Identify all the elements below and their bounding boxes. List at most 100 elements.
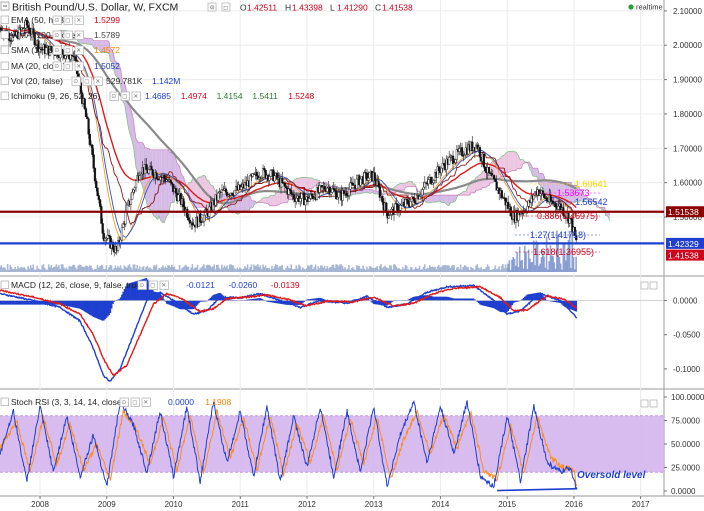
macd-hist-bar [149,284,151,301]
cloud-segment [536,168,538,179]
candle-body [399,204,402,211]
volume-bar [199,268,201,272]
macd-hist-bar [454,298,457,301]
macd-hist-bar [103,300,105,321]
cloud-segment [315,179,317,186]
macd-hist-bar [371,300,373,303]
volume-bar [207,264,209,272]
cloud-segment [581,190,583,202]
volume-bar [189,269,191,272]
panel-buttons[interactable]: ⊙ ◻ ✕ ⊙ ◻ ✕ ⊙ ◻ ✕ ⊙ ◻ ✕ ⊙ ◻ ✕ ⊙ ◻ ✕ ⊙ ◻ ✕ ⊙ ◻ ✕ [52,15,658,408]
macd-hist-bar [3,300,5,305]
volume-bar [46,269,49,272]
volume-bar [245,267,248,272]
volume-bar [321,265,323,272]
volume-bar [183,265,186,272]
volume-bar [4,267,6,272]
collapse-icon[interactable] [0,1,10,11]
candle-body [290,190,293,195]
candle-body [409,201,412,207]
macd-hist-bar [17,300,19,305]
volume-bar [210,267,213,272]
legend-value: 1.5411 [252,91,278,101]
volume-bar [574,269,576,272]
macd-hist-bar [164,300,167,302]
candle-body [415,195,419,204]
volume-bar [470,266,472,272]
macd-hist-bar [121,294,123,301]
macd-hist-bar [516,300,518,302]
volume-bar [112,269,114,272]
macd-hist-bar [566,300,569,308]
volume-bar [160,267,163,272]
macd-hist-bar [452,298,454,301]
cloud-segment [309,177,311,189]
volume-bar [409,267,412,272]
volume-bar [541,250,544,272]
volume-bar [32,264,35,272]
header-buttons[interactable]: ⚙ ◻ [207,2,231,12]
volume-bar [254,266,257,272]
macd-hist-bar [181,300,184,310]
macd-signal-line [0,284,578,377]
candle-body [163,174,166,179]
candle-body [427,179,430,185]
macd-hist-bar [269,300,272,303]
volume-bar [5,269,8,272]
volume-bar [187,266,190,272]
cloud-segment [166,149,169,216]
macd-hist-bar [118,298,121,301]
macd-hist-bar [479,300,481,305]
macd-hist-bar [531,293,534,301]
volume-bar [366,266,368,272]
volume-bar [258,266,260,272]
legend-name: MACD (12, 26, close, 9, false, true) [11,280,144,290]
volume-bar [213,264,216,272]
panel-button [640,399,649,408]
macd-hist-bar [436,296,439,301]
cloud-segment [585,195,587,200]
candle-body [177,194,180,202]
cloud-segment [433,195,436,203]
candle-body [532,195,535,200]
volume-bar [240,268,242,272]
volume-bar [186,266,189,272]
volume-bar [377,269,380,272]
x-tick-label: 2012 [298,500,316,509]
macd-hist-bar [540,293,543,301]
candle-body [28,27,31,34]
fib-label: 1.53673 [557,188,590,198]
legend-button-icon: ⊙ [139,282,144,289]
macd-hist-bar [299,300,302,305]
volume-bar [455,267,458,272]
cloud-segment [89,38,92,45]
macd-hist-bar [309,298,312,301]
volume-bar [123,265,126,272]
macd-hist-bar [257,298,259,301]
candle-body [172,183,175,192]
candle-body [389,214,392,216]
candle-body [559,203,562,210]
volume-bar [515,265,517,272]
cloud-segment [165,149,167,220]
cloud-segment [248,196,251,211]
candle-body [34,44,38,46]
volume-bar [268,268,271,272]
volume-bar [13,268,15,272]
x-tick-label: 2013 [365,500,383,509]
cloud-segment [310,177,312,189]
candle-body [23,27,26,30]
candle-body [283,182,287,187]
cloud-segment [193,178,196,208]
macd-hist-bar [246,299,249,301]
volume-bar [389,265,391,272]
cloud-segment [119,67,121,86]
volume-bar [64,268,67,272]
stoch-rsi-band [0,415,664,473]
macd-hist-bar [136,280,139,301]
volume-bar [408,269,411,272]
macd-hist-bar [557,300,560,303]
volume-bar [138,266,141,272]
candle-body [337,192,340,198]
